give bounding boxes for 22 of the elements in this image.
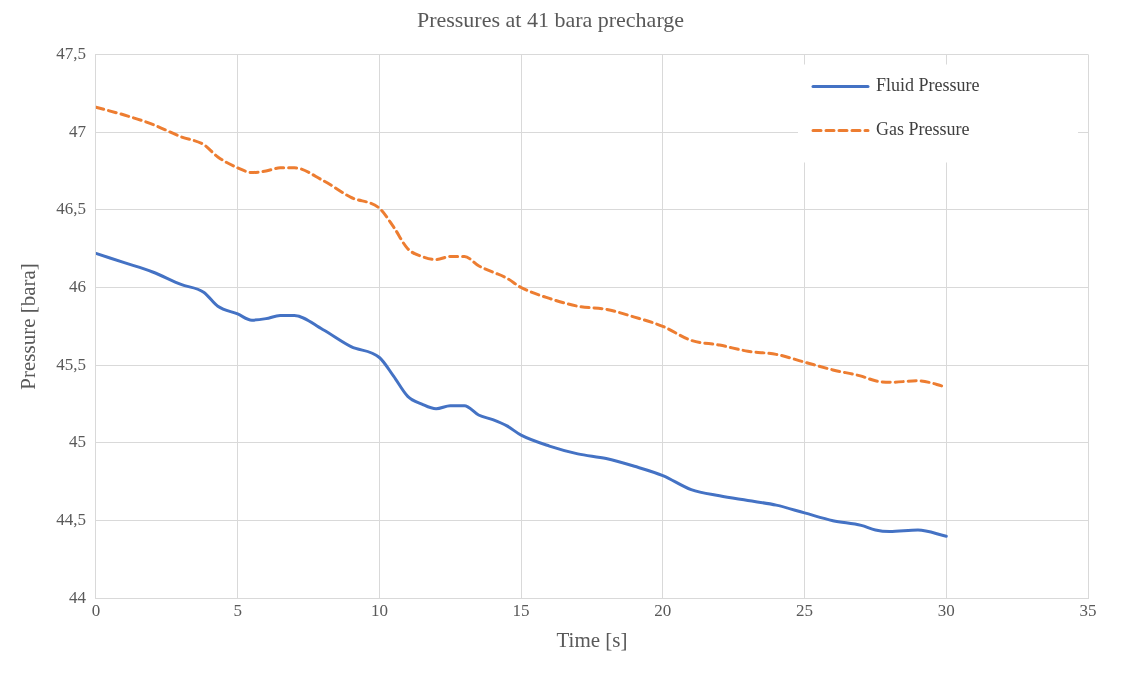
x-tick-label: 35	[1079, 601, 1097, 621]
y-tick-label: 47,5	[56, 43, 86, 63]
x-tick-label: 0	[91, 601, 101, 621]
x-tick-label: 30	[937, 601, 955, 621]
y-tick-label: 46	[68, 277, 86, 297]
y-tick-label: 44,5	[56, 510, 86, 530]
y-axis-title: Pressure [bara]	[16, 263, 41, 390]
x-tick-label: 10	[370, 601, 388, 621]
x-tick-label: 25	[796, 601, 814, 621]
x-tick-label: 5	[233, 601, 242, 621]
y-tick-label: 44	[68, 587, 87, 607]
y-tick-label: 45	[68, 432, 86, 452]
x-axis-title: Time [s]	[556, 627, 628, 652]
y-tick-label: 47	[68, 121, 87, 141]
line-series	[95, 251, 948, 538]
chart-title: Pressures at 41 bara precharge	[416, 6, 685, 32]
y-tick-label: 45,5	[56, 354, 86, 374]
legend-label: Gas Pressure	[876, 119, 970, 140]
x-tick-label: 15	[512, 601, 530, 621]
x-tick-label: 20	[654, 601, 672, 621]
legend-label: Fluid Pressure	[876, 75, 980, 96]
y-tick-label: 46,5	[56, 199, 86, 219]
